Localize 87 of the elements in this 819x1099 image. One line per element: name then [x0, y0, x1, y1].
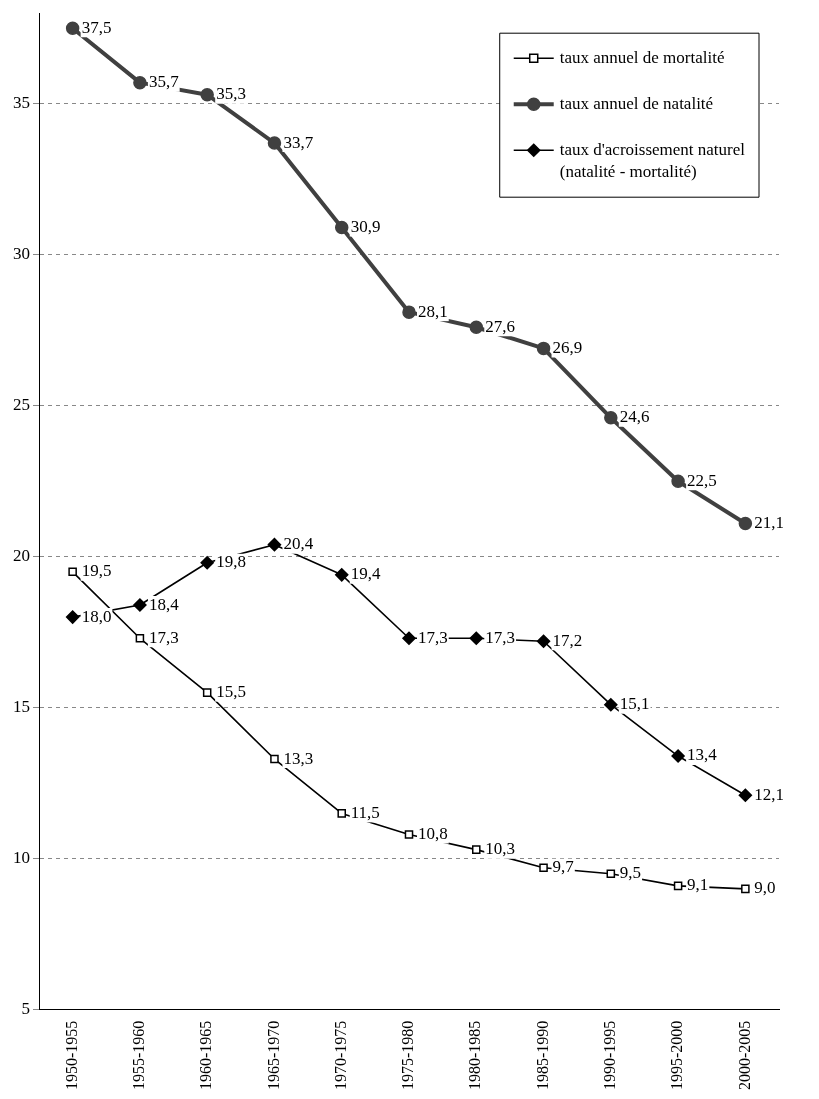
data-label: 35,3	[216, 84, 246, 104]
data-label: 22,5	[687, 470, 717, 490]
data-label: 12,1	[754, 784, 785, 804]
legend-label: taux annuel de mortalité	[559, 47, 725, 67]
data-label: 17,2	[552, 630, 583, 650]
point	[404, 830, 414, 839]
point	[200, 556, 214, 570]
legend-label: taux d'acroissement naturel (natalité - mortalité)	[559, 139, 746, 181]
data-label: 17,3	[148, 627, 179, 647]
point	[539, 863, 548, 873]
point	[536, 341, 551, 356]
x-tick-label: 1950-1955	[62, 1020, 80, 1090]
point	[334, 568, 349, 582]
point	[334, 220, 349, 235]
y-tick-label: 25	[13, 395, 30, 415]
data-label: 20,4	[283, 534, 314, 554]
data-label: 19,4	[350, 564, 381, 584]
data-label: 24,6	[619, 407, 650, 427]
data-label: 27,6	[485, 316, 516, 336]
x-tick-label: 2000-2005	[735, 1020, 753, 1090]
point	[133, 75, 147, 90]
data-label: 9,1	[687, 875, 709, 895]
data-label: 35,7	[148, 72, 180, 92]
point	[738, 516, 753, 531]
x-tick-label: 1990-1995	[601, 1020, 619, 1090]
data-label: 26,9	[552, 337, 583, 357]
data-label: 18,4	[148, 594, 180, 614]
x-tick-label: 1965-1970	[264, 1020, 282, 1090]
data-label: 18,0	[81, 606, 112, 626]
y-tick-label: 15	[13, 697, 30, 717]
x-tick-label: 1980-1985	[466, 1020, 484, 1090]
x-tick-label: 1955-1960	[130, 1020, 148, 1090]
x-tick-label: 1970-1975	[331, 1020, 349, 1090]
data-label: 9,0	[754, 878, 776, 898]
point	[606, 869, 616, 879]
data-label: 17,3	[418, 627, 448, 647]
data-label: 15,5	[216, 682, 246, 702]
point	[673, 881, 683, 891]
data-label: 11,5	[350, 802, 380, 822]
point	[671, 474, 685, 488]
data-label: 37,5	[81, 17, 112, 37]
point	[65, 21, 80, 36]
point	[65, 610, 80, 624]
x-tick-label: 1985-1990	[533, 1020, 551, 1090]
data-label: 33,7	[283, 132, 314, 152]
data-label: 15,1	[619, 694, 650, 714]
x-tick-label: 1995-2000	[668, 1020, 686, 1090]
point	[270, 754, 279, 764]
data-label: 30,9	[350, 217, 381, 237]
y-tick-label: 20	[13, 546, 30, 566]
data-label: 10,8	[418, 824, 448, 843]
data-label: 9,7	[552, 857, 575, 877]
point	[402, 631, 416, 646]
y-tick-label: 35	[13, 93, 30, 113]
y-tick-label: 5	[21, 999, 30, 1019]
point	[337, 809, 347, 818]
point	[68, 567, 77, 577]
data-label: 19,8	[216, 552, 246, 572]
point	[671, 749, 685, 763]
point	[200, 87, 214, 102]
point	[267, 537, 282, 552]
data-label: 13,3	[283, 748, 314, 768]
data-label: 21,1	[754, 512, 785, 532]
legend-label: taux annuel de natalité	[559, 93, 714, 113]
point	[469, 631, 484, 646]
x-tick-label: 1960-1965	[197, 1020, 215, 1090]
point	[604, 411, 618, 425]
data-label: 10,3	[485, 839, 516, 859]
point	[536, 634, 551, 649]
point	[738, 788, 753, 803]
data-label: 19,5	[81, 561, 112, 581]
point	[469, 320, 484, 334]
point	[402, 305, 416, 319]
data-label: 17,3	[485, 627, 516, 647]
point	[267, 136, 282, 150]
point	[741, 884, 750, 894]
data-label: 13,4	[687, 745, 718, 765]
y-tick-label: 30	[13, 244, 30, 264]
x-tick-label: 1975-1980	[399, 1020, 417, 1090]
data-label: 28,1	[418, 301, 448, 321]
point	[202, 688, 212, 697]
point	[133, 598, 147, 612]
point	[135, 633, 145, 643]
point	[471, 845, 481, 854]
data-label: 9,5	[619, 863, 642, 883]
y-tick-label: 10	[13, 848, 30, 868]
point	[604, 697, 618, 712]
